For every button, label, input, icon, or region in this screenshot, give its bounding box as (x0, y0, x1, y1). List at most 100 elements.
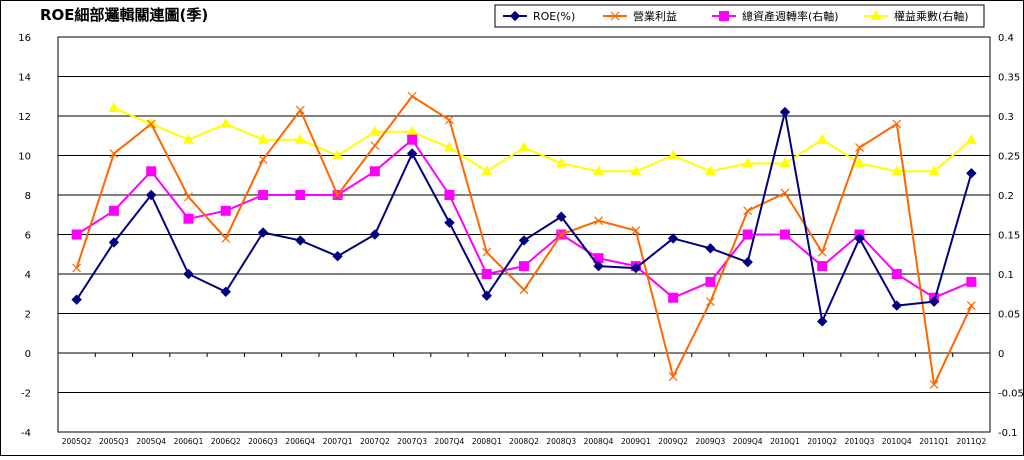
data-point (258, 190, 269, 200)
data-point (518, 235, 530, 246)
data-point (817, 247, 827, 257)
data-point (928, 165, 940, 176)
data-point (406, 125, 418, 136)
x-stroke (482, 247, 492, 257)
data-point (519, 261, 529, 272)
data-point (780, 188, 790, 198)
y-right-tick-label: 0.25 (998, 152, 1020, 163)
x-tick-label: 2006Q4 (285, 437, 315, 446)
data-point (220, 117, 232, 128)
x-tick-label: 2007Q2 (360, 437, 390, 446)
data-point (556, 211, 567, 222)
x-tick-label: 2007Q3 (397, 437, 427, 446)
x-stroke (966, 301, 976, 311)
y-left-tick-label: 0 (25, 349, 31, 360)
y-right-tick-label: 0.35 (998, 73, 1020, 84)
data-point (555, 157, 567, 168)
data-point (295, 190, 306, 200)
data-point (445, 115, 454, 125)
data-point (108, 205, 119, 216)
y-right-tick-label: -0.05 (998, 389, 1024, 400)
y-left-tick-label: 8 (25, 191, 31, 202)
x-stroke (892, 119, 902, 129)
series-line (113, 107, 973, 173)
x-tick-label: 2009Q4 (733, 437, 763, 446)
x-tick-label: 2011Q1 (919, 437, 949, 446)
x-stroke (780, 188, 790, 198)
data-point (593, 260, 604, 272)
data-point (146, 166, 157, 177)
y-right-tick-label: -0.1 (998, 428, 1018, 439)
data-point (779, 229, 790, 240)
x-tick-label: 2010Q3 (845, 437, 875, 446)
y-right-tick-label: 0.05 (998, 310, 1020, 321)
x-tick-label: 2007Q4 (435, 437, 465, 446)
x-tick-label: 2009Q2 (658, 437, 688, 446)
legend-item: 權益乘數(右軸) (864, 9, 969, 23)
data-point (481, 165, 493, 176)
data-point (928, 296, 940, 307)
legend-marker (719, 11, 729, 21)
data-point (109, 149, 119, 158)
data-point (220, 286, 231, 297)
x-tick-label: 2005Q2 (62, 437, 92, 446)
data-point (704, 165, 716, 176)
legend: ROE(%) 營業利益 總資產週轉率(右軸) 權益乘數(右軸) (494, 4, 985, 28)
x-tick-label: 2006Q1 (174, 437, 204, 446)
data-point (892, 119, 902, 129)
data-point (891, 165, 903, 176)
data-point (369, 166, 380, 177)
data-point (630, 262, 642, 274)
data-point (668, 292, 679, 303)
data-point (444, 190, 455, 200)
y-right-tick-label: 0 (998, 349, 1004, 360)
data-point (742, 157, 754, 168)
legend-item: ROE(%) (503, 10, 575, 23)
data-point (966, 168, 977, 179)
data-point (816, 133, 828, 144)
y-left-tick-label: 12 (18, 112, 31, 123)
data-point (108, 102, 120, 113)
series-0 (71, 106, 977, 327)
x-stroke (817, 247, 827, 257)
x-stroke (743, 206, 753, 216)
legend-box (494, 4, 985, 28)
x-tick-label: 2009Q3 (696, 437, 726, 446)
x-stroke (146, 119, 156, 129)
data-point (556, 230, 566, 239)
data-point (295, 105, 305, 115)
data-point (743, 206, 753, 216)
x-stroke (184, 192, 193, 202)
x-tick-label: 2005Q3 (99, 437, 129, 446)
x-stroke (929, 380, 939, 390)
data-point (407, 134, 418, 145)
legend-label: 營業利益 (633, 9, 677, 23)
data-point (705, 297, 715, 307)
y-right-tick-label: 0.3 (998, 112, 1014, 123)
data-point (407, 91, 417, 101)
data-point (108, 237, 120, 248)
data-point (854, 233, 865, 244)
data-point (72, 263, 82, 273)
data-point (593, 253, 604, 264)
x-stroke (258, 155, 268, 164)
y-right-tick-label: 0.1 (998, 270, 1014, 281)
data-point (631, 226, 641, 235)
data-point (182, 133, 194, 144)
legend-label: 總資產週轉率(右軸) (742, 9, 839, 23)
x-tick-label: 2009Q1 (621, 437, 651, 446)
y-left-tick-label: -2 (21, 389, 31, 400)
x-tick-label: 2007Q1 (323, 437, 353, 446)
data-point (294, 133, 306, 144)
data-point (332, 149, 344, 160)
data-point (145, 189, 157, 201)
x-tick-label: 2006Q2 (211, 437, 241, 446)
x-stroke (668, 372, 678, 382)
axes: -4 -2 0 2 4 6 8 10 12 14 16 -0.1 -0.05 0 0.05 0.1 0.15 0.… (18, 33, 1024, 446)
x-tick-label: 2011Q2 (956, 437, 986, 446)
data-point (333, 190, 343, 200)
legend-marker (870, 10, 882, 20)
data-point (258, 155, 268, 164)
